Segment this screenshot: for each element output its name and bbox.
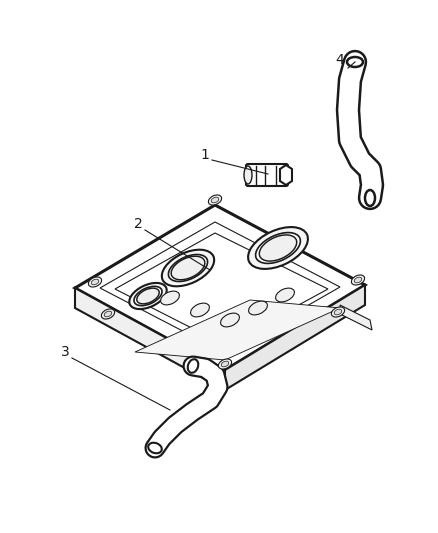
Ellipse shape (134, 286, 162, 305)
Polygon shape (339, 305, 371, 330)
Ellipse shape (364, 190, 374, 206)
Text: 3: 3 (60, 345, 69, 359)
Polygon shape (225, 285, 364, 390)
Ellipse shape (211, 197, 218, 203)
Ellipse shape (247, 227, 307, 269)
Ellipse shape (187, 359, 198, 373)
Ellipse shape (218, 359, 231, 369)
Ellipse shape (255, 232, 300, 263)
Ellipse shape (331, 307, 344, 317)
Polygon shape (75, 205, 364, 370)
Ellipse shape (104, 311, 112, 317)
Ellipse shape (168, 255, 207, 281)
Ellipse shape (148, 443, 162, 453)
Ellipse shape (208, 195, 221, 205)
Ellipse shape (129, 283, 166, 309)
Ellipse shape (91, 279, 99, 285)
Ellipse shape (160, 291, 179, 305)
Ellipse shape (353, 277, 361, 283)
Polygon shape (279, 165, 291, 185)
Text: 1: 1 (200, 148, 209, 162)
Ellipse shape (162, 249, 214, 286)
Text: 4: 4 (335, 53, 343, 67)
Ellipse shape (190, 303, 209, 317)
Polygon shape (135, 300, 339, 360)
Ellipse shape (244, 166, 251, 184)
Ellipse shape (275, 288, 294, 302)
Ellipse shape (171, 256, 205, 280)
Text: 2: 2 (133, 217, 142, 231)
Ellipse shape (259, 235, 296, 261)
Polygon shape (75, 288, 225, 390)
Ellipse shape (88, 277, 101, 287)
Ellipse shape (333, 309, 341, 315)
Ellipse shape (220, 313, 239, 327)
Ellipse shape (221, 361, 228, 367)
Ellipse shape (346, 57, 362, 67)
Ellipse shape (248, 301, 267, 315)
Ellipse shape (101, 309, 114, 319)
FancyBboxPatch shape (245, 164, 287, 186)
Ellipse shape (350, 275, 364, 285)
Ellipse shape (137, 288, 159, 304)
